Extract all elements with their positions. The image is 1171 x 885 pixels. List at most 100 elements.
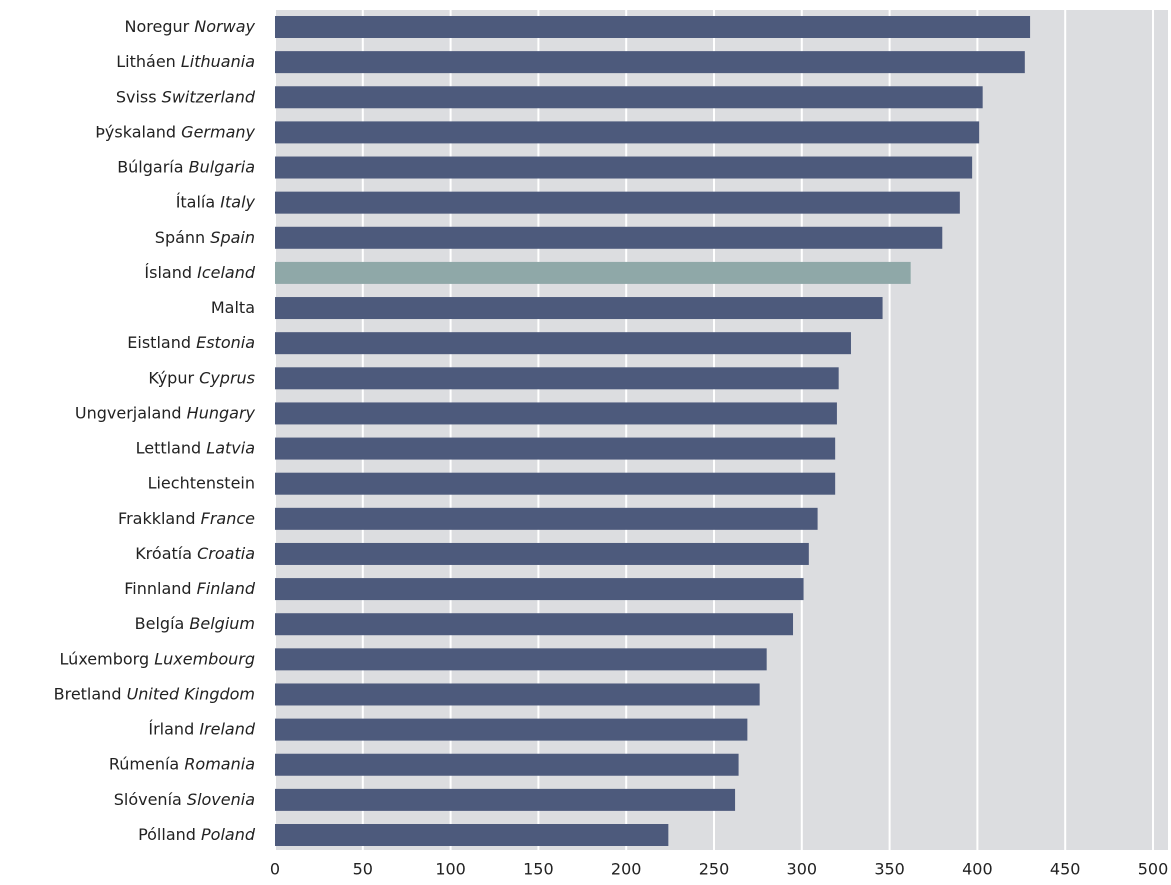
y-tick-label: Þýskaland Germany <box>95 122 255 141</box>
label-en: Croatia <box>197 543 255 562</box>
bar <box>275 16 1031 38</box>
y-tick-label: Eistland Estonia <box>127 333 255 352</box>
bar <box>275 51 1025 74</box>
bar <box>275 156 973 179</box>
y-tick-label: Belgía Belgium <box>135 614 255 633</box>
label-is: Eistland <box>127 333 191 352</box>
label-is: Sviss <box>116 87 157 106</box>
bar <box>275 86 983 109</box>
bar <box>275 472 836 495</box>
label-is: Frakkland <box>118 508 196 527</box>
bar <box>275 507 818 530</box>
label-is: Ísland <box>144 262 192 281</box>
label-en: Hungary <box>187 403 256 422</box>
label-is: Ungverjaland <box>75 403 182 422</box>
bar <box>275 437 836 460</box>
x-tick-label: 200 <box>611 860 642 879</box>
x-tick-label: 0 <box>270 860 280 879</box>
x-tick-label: 100 <box>435 860 466 879</box>
label-is: Kýpur <box>148 368 194 387</box>
x-tick-label: 350 <box>874 860 905 879</box>
bar <box>275 788 736 811</box>
label-en: Slovenia <box>187 789 255 808</box>
bar <box>275 613 794 636</box>
bar <box>275 402 837 425</box>
y-tick-label: Frakkland France <box>118 508 255 527</box>
label-is: Írland <box>148 719 194 738</box>
bar <box>275 578 804 601</box>
label-is: Þýskaland <box>95 122 176 141</box>
label-is: Lúxemborg <box>60 649 150 668</box>
label-en: Luxembourg <box>154 649 255 668</box>
label-en: Ireland <box>199 719 256 738</box>
label-is: Liechtenstein <box>148 473 255 492</box>
label-is: Búlgaría <box>117 157 183 176</box>
label-en: United Kingdom <box>127 684 255 703</box>
bar <box>275 367 839 390</box>
label-en: Cyprus <box>199 368 255 387</box>
y-tick-label: Írland Ireland <box>148 719 255 738</box>
label-en: Belgium <box>189 614 255 633</box>
label-en: Latvia <box>206 438 255 457</box>
y-tick-label: Finnland Finland <box>124 579 256 598</box>
bar <box>275 191 960 214</box>
bar <box>275 753 739 776</box>
x-tick-label: 500 <box>1138 860 1169 879</box>
x-tick-label: 400 <box>962 860 993 879</box>
label-is: Spánn <box>155 227 205 246</box>
label-is: Belgía <box>135 614 185 633</box>
y-tick-label: Búlgaría Bulgaria <box>117 157 255 176</box>
label-en: Italy <box>220 192 255 211</box>
x-tick-label: 50 <box>353 860 373 879</box>
label-en: Spain <box>210 227 255 246</box>
label-is: Bretland <box>54 684 122 703</box>
y-tick-label: Liechtenstein <box>148 473 255 492</box>
y-tick-label: Malta <box>211 298 255 317</box>
y-tick-label: Lúxemborg Luxembourg <box>60 649 255 668</box>
label-en: Romania <box>184 754 255 773</box>
bar <box>275 718 748 741</box>
x-tick-label: 300 <box>787 860 818 879</box>
y-tick-label: Pólland Poland <box>138 825 256 844</box>
x-tick-label: 250 <box>699 860 730 879</box>
label-en: Bulgaria <box>189 157 255 176</box>
y-tick-label: Ítalía Italy <box>176 192 256 211</box>
y-tick-label: Litháen Lithuania <box>116 52 255 71</box>
label-is: Noregur <box>125 17 190 36</box>
bar <box>275 297 883 320</box>
label-is: Rúmenía <box>109 754 179 773</box>
label-en: Germany <box>181 122 255 141</box>
y-tick-label: Slóvenía Slovenia <box>114 789 255 808</box>
bar <box>275 226 943 249</box>
bar <box>275 824 669 846</box>
y-tick-label: Króatía Croatia <box>135 543 255 562</box>
y-tick-label: Bretland United Kingdom <box>54 684 255 703</box>
label-is: Slóvenía <box>114 789 182 808</box>
y-tick-label: Kýpur Cyprus <box>148 368 255 387</box>
label-en: Poland <box>201 825 256 844</box>
bar <box>275 542 809 565</box>
x-tick-label: 150 <box>523 860 554 879</box>
label-en: Switzerland <box>162 87 256 106</box>
bar <box>275 261 911 284</box>
y-tick-label: Noregur Norway <box>125 17 256 36</box>
y-tick-label: Rúmenía Romania <box>109 754 255 773</box>
label-en: Iceland <box>197 262 256 281</box>
y-tick-label: Sviss Switzerland <box>116 87 256 106</box>
label-is: Króatía <box>135 543 192 562</box>
label-en: France <box>201 508 256 527</box>
label-en: Lithuania <box>181 52 255 71</box>
label-is: Lettland <box>136 438 202 457</box>
label-en: Norway <box>194 17 255 36</box>
y-tick-label: Lettland Latvia <box>136 438 255 457</box>
label-is: Malta <box>211 298 255 317</box>
bar <box>275 332 851 355</box>
bar <box>275 121 980 144</box>
y-tick-label: Spánn Spain <box>155 227 255 246</box>
label-is: Finnland <box>124 579 191 598</box>
y-tick-label: Ísland Iceland <box>144 262 255 281</box>
x-tick-label: 450 <box>1050 860 1081 879</box>
label-en: Estonia <box>196 333 255 352</box>
label-is: Litháen <box>116 52 176 71</box>
